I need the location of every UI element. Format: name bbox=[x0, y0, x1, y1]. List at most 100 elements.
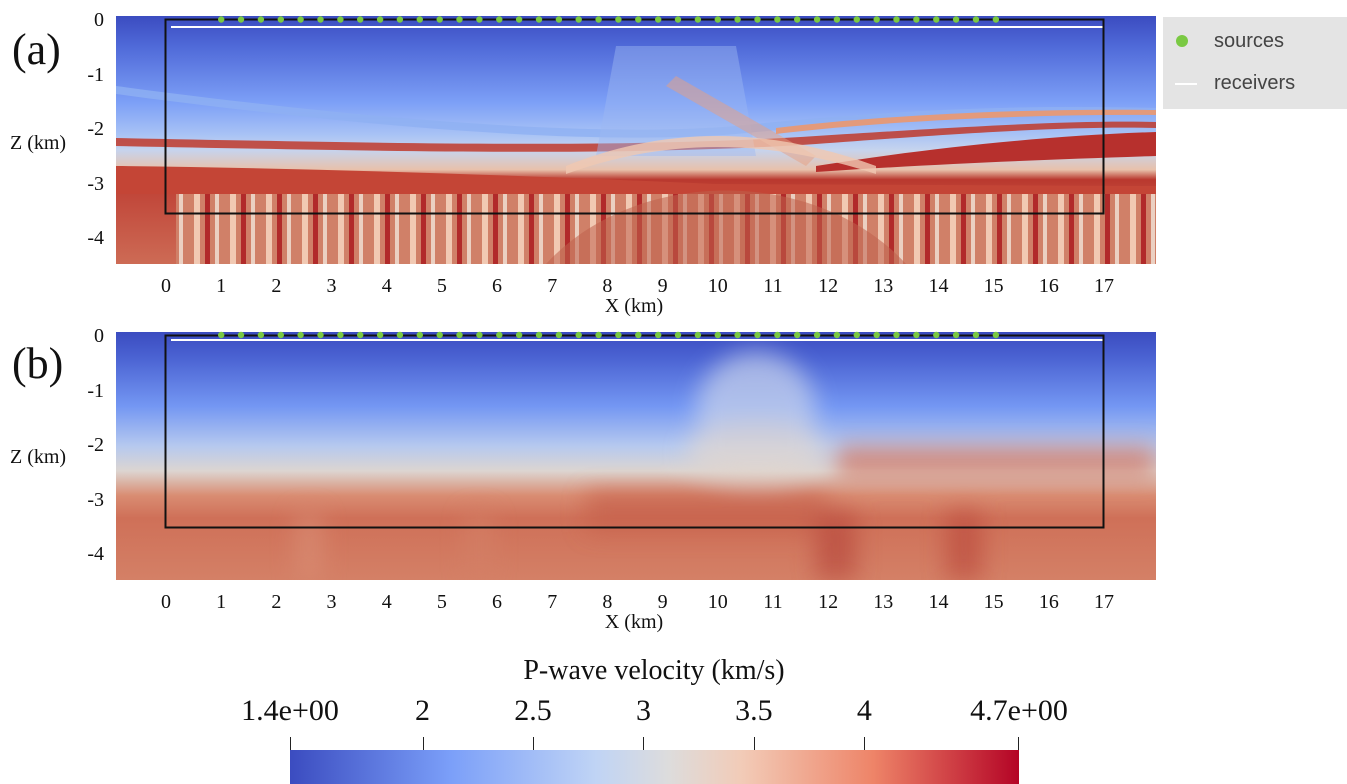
source-marker bbox=[635, 331, 642, 339]
source-marker bbox=[277, 331, 284, 339]
colorbar-tick-label: 2.5 bbox=[514, 694, 552, 727]
source-marker bbox=[853, 16, 860, 23]
computational-domain-box bbox=[164, 18, 1105, 215]
y-tick-label: -4 bbox=[87, 227, 104, 249]
source-marker bbox=[893, 331, 900, 339]
y-tick-label: -3 bbox=[87, 488, 104, 511]
x-tick-label: 15 bbox=[983, 591, 1004, 613]
x-axis-label: X (km) bbox=[604, 611, 664, 633]
colorbar-tick-label: 4.7e+00 bbox=[970, 694, 1068, 727]
x-tick-label: 17 bbox=[1094, 591, 1114, 613]
source-marker bbox=[754, 16, 761, 23]
colorbar-tick-label: 2 bbox=[415, 694, 431, 727]
source-marker bbox=[933, 331, 940, 339]
x-tick-label: 11 bbox=[763, 591, 783, 613]
source-marker bbox=[853, 331, 860, 339]
y-tick-label: -1 bbox=[87, 379, 104, 402]
source-marker bbox=[774, 331, 781, 339]
source-marker bbox=[317, 16, 324, 23]
x-tick-label: 11 bbox=[763, 275, 783, 297]
source-marker bbox=[515, 331, 523, 339]
source-marker bbox=[297, 331, 304, 339]
source-marker bbox=[992, 331, 1000, 339]
x-tick-label: 5 bbox=[436, 591, 447, 613]
x-tick-label: 13 bbox=[873, 275, 894, 297]
velocity-field-a bbox=[116, 16, 1156, 264]
source-marker bbox=[615, 331, 622, 339]
source-marker bbox=[913, 16, 920, 23]
green-dot-icon bbox=[1176, 35, 1188, 47]
source-marker bbox=[237, 331, 245, 339]
source-marker bbox=[813, 16, 821, 23]
x-tick-label: 4 bbox=[381, 591, 392, 613]
source-marker bbox=[555, 16, 563, 23]
source-marker bbox=[714, 331, 721, 339]
source-marker bbox=[833, 16, 841, 23]
source-marker bbox=[794, 331, 801, 339]
colorbar-tick-label: 4 bbox=[856, 694, 872, 727]
legend: sources receivers bbox=[1163, 17, 1347, 109]
source-marker bbox=[694, 16, 702, 23]
source-marker bbox=[674, 331, 682, 339]
source-marker bbox=[674, 16, 682, 23]
panel-label: (a) bbox=[12, 25, 61, 74]
x-axis-label: X (km) bbox=[604, 295, 664, 317]
overlay-a bbox=[164, 16, 1105, 215]
source-marker bbox=[535, 331, 543, 339]
source-marker bbox=[913, 331, 920, 339]
y-tick-label: -3 bbox=[87, 172, 104, 195]
x-tick-label: 13 bbox=[873, 591, 894, 613]
source-marker bbox=[794, 16, 801, 23]
source-marker bbox=[893, 16, 900, 23]
source-marker bbox=[456, 331, 463, 339]
source-marker bbox=[615, 16, 622, 23]
x-tick-label: 7 bbox=[547, 591, 558, 613]
y-tick-label: -4 bbox=[87, 543, 104, 565]
source-marker bbox=[555, 331, 563, 339]
source-marker bbox=[535, 16, 543, 23]
colorbar-tick-label: 1.4e+00 bbox=[241, 694, 339, 727]
source-marker bbox=[714, 16, 721, 23]
source-marker bbox=[496, 16, 503, 23]
source-markers bbox=[218, 331, 1000, 339]
y-tick-label: -2 bbox=[87, 434, 104, 456]
x-tick-label: 12 bbox=[818, 275, 839, 297]
x-tick-label: 14 bbox=[928, 275, 949, 297]
source-marker bbox=[972, 331, 980, 339]
source-marker bbox=[297, 16, 304, 23]
colorbar-tick-mark bbox=[422, 737, 424, 761]
source-marker bbox=[496, 331, 503, 339]
colorbar-title: P-wave velocity (km/s) bbox=[523, 655, 785, 686]
source-marker bbox=[396, 16, 404, 23]
panel-b: (b) Z (km) 0 -1 -2 -3 -4 bbox=[0, 316, 1160, 636]
x-tick-label: 6 bbox=[492, 275, 503, 297]
source-marker bbox=[813, 331, 821, 339]
source-marker bbox=[476, 331, 483, 339]
source-marker bbox=[257, 331, 265, 339]
x-tick-label: 14 bbox=[928, 591, 949, 613]
source-marker bbox=[774, 16, 781, 23]
source-marker bbox=[575, 16, 582, 23]
source-marker bbox=[655, 16, 662, 23]
x-tick-label: 0 bbox=[161, 275, 171, 297]
colorbar-tick-mark bbox=[290, 737, 291, 761]
source-marker bbox=[416, 16, 423, 23]
y-tick-label: -2 bbox=[87, 118, 104, 140]
colorbar-tick-mark bbox=[643, 737, 645, 761]
x-tick-label: 9 bbox=[657, 591, 668, 613]
x-tick-label: 1 bbox=[216, 591, 227, 613]
y-tick-label: 0 bbox=[94, 9, 104, 31]
x-tick-label: 4 bbox=[381, 275, 392, 297]
colorbar-tick-mark bbox=[533, 737, 534, 761]
x-tick-label: 10 bbox=[707, 591, 728, 613]
y-tick-label: 0 bbox=[94, 325, 104, 347]
computational-domain-box bbox=[164, 334, 1105, 529]
source-marker bbox=[277, 16, 284, 23]
white-line-icon bbox=[1175, 83, 1197, 85]
source-marker bbox=[476, 16, 483, 23]
source-marker bbox=[218, 331, 225, 339]
x-tick-label: 16 bbox=[1038, 275, 1059, 297]
source-marker bbox=[635, 16, 642, 23]
x-tick-label: 3 bbox=[326, 275, 337, 297]
x-tick-label: 12 bbox=[818, 591, 839, 613]
